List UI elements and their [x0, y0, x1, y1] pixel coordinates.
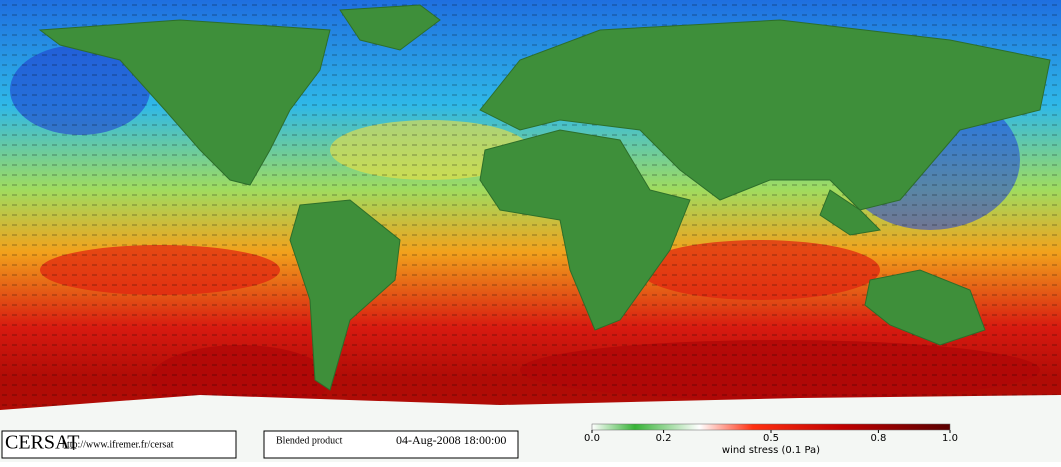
footer: CERSAT http://www.ifremer.fr/cersat Blen… — [1, 423, 951, 459]
colorbar-tick-label: 1.0 — [942, 433, 958, 444]
info-box — [263, 430, 519, 459]
colorbar-tick-label: 0.0 — [584, 433, 600, 444]
logo: CERSAT — [5, 432, 79, 454]
colorbar-tick-label: 0.8 — [870, 433, 886, 444]
product: Blended product — [276, 435, 343, 446]
date: 04-Aug-2008 18:00:00 — [396, 433, 506, 447]
logo-box — [1, 430, 237, 459]
colorbar-tick-label: 0.2 — [656, 433, 672, 444]
continents — [38, 4, 1051, 391]
colorbar — [591, 423, 951, 431]
colorbar-label: wind stress (0.1 Pa) — [722, 445, 820, 456]
url: http://www.ifremer.fr/cersat — [62, 439, 174, 450]
colorbar-tick-label: 0.5 — [763, 433, 779, 444]
